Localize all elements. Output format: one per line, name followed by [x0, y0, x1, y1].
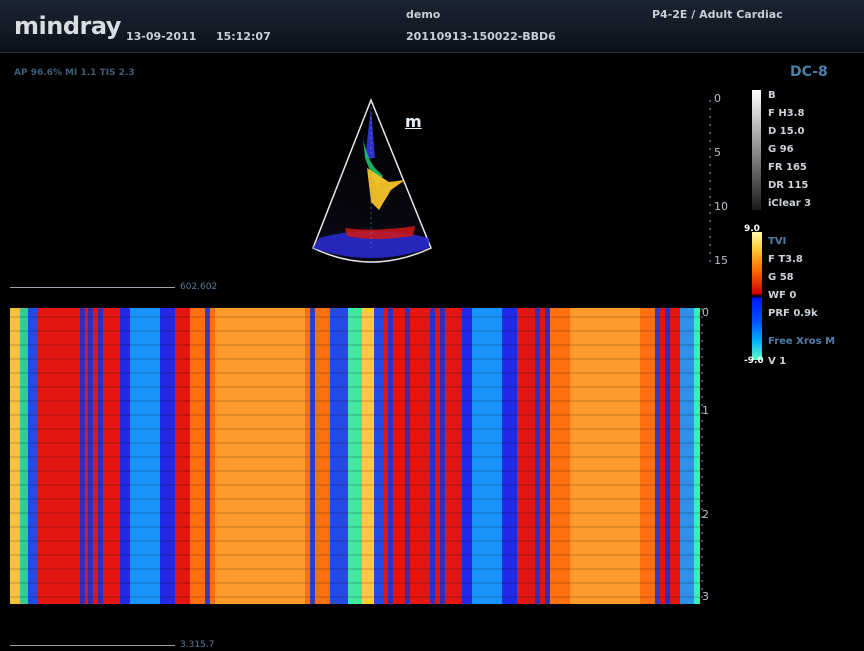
- mmode-tick-label: 2: [702, 508, 709, 521]
- color-scale-top: 9.0: [744, 224, 760, 234]
- mmode-texture-line: [10, 358, 700, 360]
- mmode-band: [10, 308, 20, 604]
- mmode-texture-line: [10, 372, 700, 374]
- color-param: V 1: [768, 356, 787, 367]
- b-param: B: [768, 90, 776, 101]
- mmode-streak: [405, 308, 410, 604]
- color-scale-bottom: -9.0: [744, 356, 764, 366]
- mmode-tvi-strip: [10, 308, 700, 604]
- color-scale-bar: [752, 232, 762, 360]
- mmode-band: [215, 308, 305, 604]
- mmode-streak: [535, 308, 540, 604]
- mmode-band: [20, 308, 28, 604]
- mmode-tick-label: 3: [702, 590, 709, 603]
- mmode-texture-line: [10, 344, 700, 346]
- b-param: F H3.8: [768, 108, 805, 119]
- patient-name: demo: [406, 8, 441, 21]
- color-param: G 58: [768, 272, 794, 283]
- color-param: Free Xros M: [768, 336, 836, 347]
- timeline-bottom-label: 3.315.7: [180, 640, 215, 650]
- mmode-tick-label: 0: [702, 306, 709, 319]
- mmode-texture-line: [10, 400, 700, 402]
- mmode-texture-line: [10, 498, 700, 500]
- mmode-band: [694, 308, 700, 604]
- grayscale-bar: [752, 90, 761, 210]
- b-param: DR 115: [768, 180, 809, 191]
- mmode-texture-line: [10, 582, 700, 584]
- mmode-band: [348, 308, 362, 604]
- mmode-streak: [655, 308, 660, 604]
- mmode-streak: [430, 308, 435, 604]
- sector-image: [312, 98, 432, 263]
- mmode-texture-line: [10, 414, 700, 416]
- mmode-tick-label: 1: [702, 404, 709, 417]
- mmode-texture-line: [10, 484, 700, 486]
- mmode-band: [362, 308, 374, 604]
- mmode-texture-line: [10, 456, 700, 458]
- depth-tick-label: 10: [714, 200, 728, 213]
- b-param: iClear 3: [768, 198, 812, 209]
- mmode-band: [28, 308, 38, 604]
- m-line-marker: m: [405, 112, 422, 131]
- b-param: G 96: [768, 144, 794, 155]
- color-param: WF 0: [768, 290, 797, 301]
- exam-time: 15:12:07: [216, 30, 271, 43]
- mmode-texture-line: [10, 568, 700, 570]
- mmode-streak: [80, 308, 85, 604]
- color-param: F T3.8: [768, 254, 803, 265]
- exam-date: 13-09-2011: [126, 30, 197, 43]
- mmode-band: [330, 308, 350, 604]
- mmode-band: [374, 308, 384, 604]
- mmode-streak: [310, 308, 315, 604]
- mmode-band: [130, 308, 160, 604]
- patient-id: 20110913-150022-BBD6: [406, 30, 556, 43]
- depth-scale: [709, 100, 711, 262]
- mmode-texture-line: [10, 386, 700, 388]
- mmode-streak: [205, 308, 210, 604]
- mmode-texture-line: [10, 316, 700, 318]
- mmode-texture-line: [10, 540, 700, 542]
- mmode-texture-line: [10, 512, 700, 514]
- timeline-bottom: [10, 645, 175, 646]
- header-bar: mindray 13-09-2011 15:12:07 demo 2011091…: [0, 0, 864, 53]
- timeline-top-label: 602.602: [180, 282, 218, 292]
- mmode-streak: [88, 308, 93, 604]
- mmode-streak: [440, 308, 445, 604]
- depth-tick-label: 0: [714, 92, 721, 105]
- mmode-texture-line: [10, 442, 700, 444]
- mmode-streak: [665, 308, 670, 604]
- mmode-texture-line: [10, 330, 700, 332]
- mmode-texture-line: [10, 428, 700, 430]
- mmode-band: [472, 308, 502, 604]
- mmode-streak: [545, 308, 550, 604]
- mmode-texture-line: [10, 470, 700, 472]
- mmode-streak: [388, 308, 393, 604]
- acoustic-output: AP 96.6% MI 1.1 TIS 2.3: [14, 68, 135, 78]
- mmode-streak: [98, 308, 103, 604]
- mmode-depth-scale: [701, 308, 703, 604]
- mmode-band: [570, 308, 640, 604]
- depth-tick-label: 15: [714, 254, 728, 267]
- color-param: PRF 0.9k: [768, 308, 818, 319]
- depth-tick-label: 5: [714, 146, 721, 159]
- mmode-texture-line: [10, 596, 700, 598]
- mmode-texture-line: [10, 526, 700, 528]
- b-param: D 15.0: [768, 126, 805, 137]
- probe-preset: P4-2E / Adult Cardiac: [652, 8, 783, 21]
- timeline-top: [10, 287, 175, 288]
- image-mode-label: DC-8: [790, 64, 828, 80]
- brand-logo: mindray: [14, 12, 121, 40]
- color-param: TVI: [768, 236, 787, 247]
- mmode-texture-line: [10, 554, 700, 556]
- b-param: FR 165: [768, 162, 807, 173]
